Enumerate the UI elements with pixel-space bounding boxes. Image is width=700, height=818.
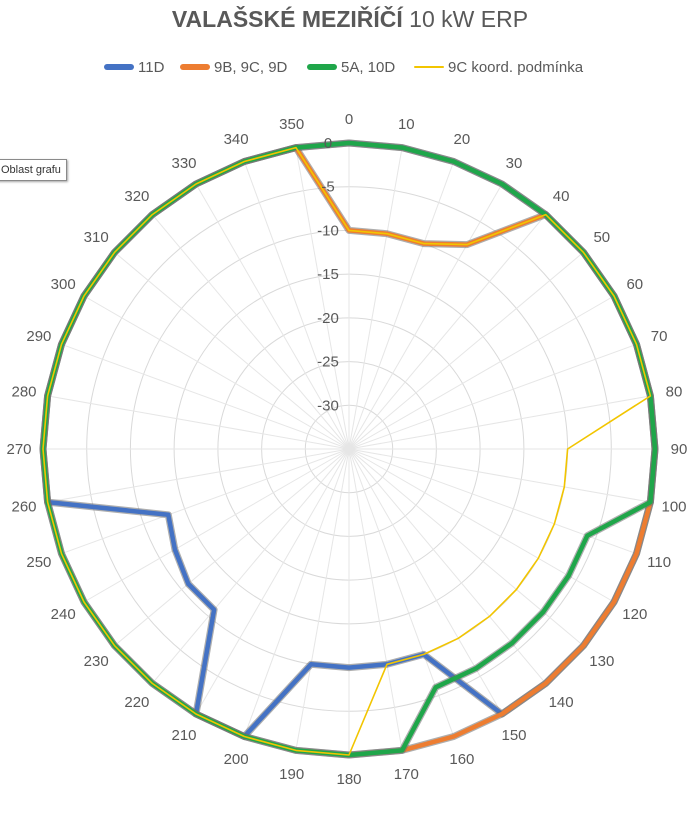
category-label-270: 270: [6, 441, 31, 458]
grid-spoke-20: [243, 448, 350, 737]
radial-tick-label-5: -25: [317, 354, 339, 371]
category-label-150: 150: [501, 727, 526, 744]
category-label-140: 140: [549, 694, 574, 711]
legend-swatch-5a-10d: [307, 64, 337, 70]
radial-tick-label-3: -15: [317, 266, 339, 283]
grid-spoke-16: [348, 448, 455, 737]
grid-spoke-28: [47, 395, 350, 450]
legend-label-5a-10d: 5A, 10D: [341, 58, 396, 76]
category-label-90: 90: [671, 441, 688, 458]
category-label-320: 320: [124, 188, 149, 205]
category-label-200: 200: [224, 751, 249, 768]
grid: [42, 142, 656, 756]
category-label-240: 240: [51, 606, 76, 623]
grid-spoke-34: [243, 161, 350, 450]
legend-item-5a-10d[interactable]: 5A, 10D: [307, 56, 395, 78]
category-label-310: 310: [84, 229, 109, 246]
category-label-250: 250: [26, 554, 51, 571]
grid-spoke-25: [61, 448, 350, 555]
category-label-130: 130: [589, 653, 614, 670]
series-9c-koord-podm-nka[interactable]: [42, 146, 652, 756]
category-label-60: 60: [626, 276, 643, 293]
grid-spoke-1: [348, 147, 403, 450]
category-label-230: 230: [84, 653, 109, 670]
axis-labels: 0 -5 -10 -15 -20 -25 -30 0 10 20 30 40 50 60 70 80 90 100…: [6, 111, 687, 788]
grid-spoke-29: [61, 343, 350, 450]
category-label-170: 170: [394, 766, 419, 783]
category-label-260: 260: [11, 498, 36, 515]
radial-tick-label-2: -10: [317, 222, 339, 239]
category-label-0: 0: [345, 111, 353, 128]
grid-spoke-33: [195, 183, 350, 450]
category-label-70: 70: [651, 328, 668, 345]
series-layer[interactable]: [39, 139, 659, 759]
grid-spoke-6: [348, 295, 615, 450]
grid-spoke-14: [348, 448, 547, 684]
legend-item-9c-koord[interactable]: 9C koord. podmínka: [414, 56, 583, 78]
category-label-350: 350: [279, 116, 304, 133]
grid-spoke-22: [151, 448, 350, 684]
chart-title-bold: VALAŠSKÉ MEZIŘÍČÍ: [171, 6, 403, 32]
legend-label-9c-koord: 9C koord. podmínka: [448, 58, 584, 76]
category-label-160: 160: [449, 751, 474, 768]
category-label-110: 110: [647, 554, 671, 571]
legend-swatch-9b-9c-9d: [180, 64, 210, 70]
grid-spoke-13: [348, 448, 584, 647]
category-label-220: 220: [124, 694, 149, 711]
category-label-20: 20: [454, 131, 471, 148]
series-9c-koord-podm-nka-line[interactable]: [42, 146, 652, 756]
radial-tick-label-0: 0: [324, 135, 332, 152]
grid-spoke-26: [47, 448, 350, 503]
grid-spoke-8: [348, 395, 651, 450]
category-label-340: 340: [224, 131, 249, 148]
chart-title: VALAŠSKÉ MEZIŘÍČÍ 10 kW ERP: [0, 6, 700, 33]
category-label-50: 50: [593, 229, 610, 246]
legend-swatch-9c-koord: [414, 66, 444, 68]
grid-spoke-7: [348, 343, 637, 450]
grid-spoke-24: [83, 448, 350, 603]
category-label-80: 80: [666, 384, 683, 401]
grid-spoke-17: [348, 448, 403, 751]
grid-spoke-19: [295, 448, 350, 751]
chart-title-rest: 10 kW ERP: [402, 6, 529, 32]
category-label-290: 290: [26, 328, 51, 345]
grid-spoke-32: [151, 214, 350, 450]
chart-area-tooltip: Oblast grafu: [0, 159, 67, 181]
grid-spoke-4: [348, 214, 547, 450]
grid-spoke-3: [348, 183, 503, 450]
grid-spoke-10: [348, 448, 651, 503]
grid-spoke-31: [114, 251, 350, 450]
grid-spoke-2: [348, 161, 455, 450]
category-label-10: 10: [398, 116, 415, 133]
category-label-300: 300: [51, 276, 76, 293]
legend-item-11d[interactable]: 11D: [104, 56, 164, 78]
legend-item-9b-9c-9d[interactable]: 9B, 9C, 9D: [180, 56, 287, 78]
category-label-30: 30: [506, 155, 523, 172]
category-label-40: 40: [553, 188, 570, 205]
grid-spoke-23: [114, 448, 350, 647]
radial-tick-label-6: -30: [317, 397, 339, 414]
grid-spoke-11: [348, 448, 637, 555]
grid-spoke-21: [195, 448, 350, 715]
category-label-120: 120: [622, 606, 647, 623]
grid-spoke-35: [295, 147, 350, 450]
category-label-210: 210: [171, 727, 196, 744]
legend-label-11d: 11D: [138, 58, 165, 76]
grid-spoke-5: [348, 251, 584, 450]
category-label-190: 190: [279, 766, 304, 783]
grid-spoke-30: [83, 295, 350, 450]
radial-tick-label-4: -20: [317, 310, 339, 327]
legend[interactable]: 11D 9B, 9C, 9D 5A, 10D 9C koord. podmínk…: [0, 56, 700, 78]
category-label-180: 180: [336, 771, 361, 788]
category-label-100: 100: [661, 498, 686, 515]
category-label-280: 280: [11, 384, 36, 401]
legend-label-9b-9c-9d: 9B, 9C, 9D: [214, 58, 288, 76]
radial-tick-label-1: -5: [321, 179, 334, 196]
category-label-330: 330: [171, 155, 196, 172]
legend-swatch-11d: [104, 64, 134, 70]
